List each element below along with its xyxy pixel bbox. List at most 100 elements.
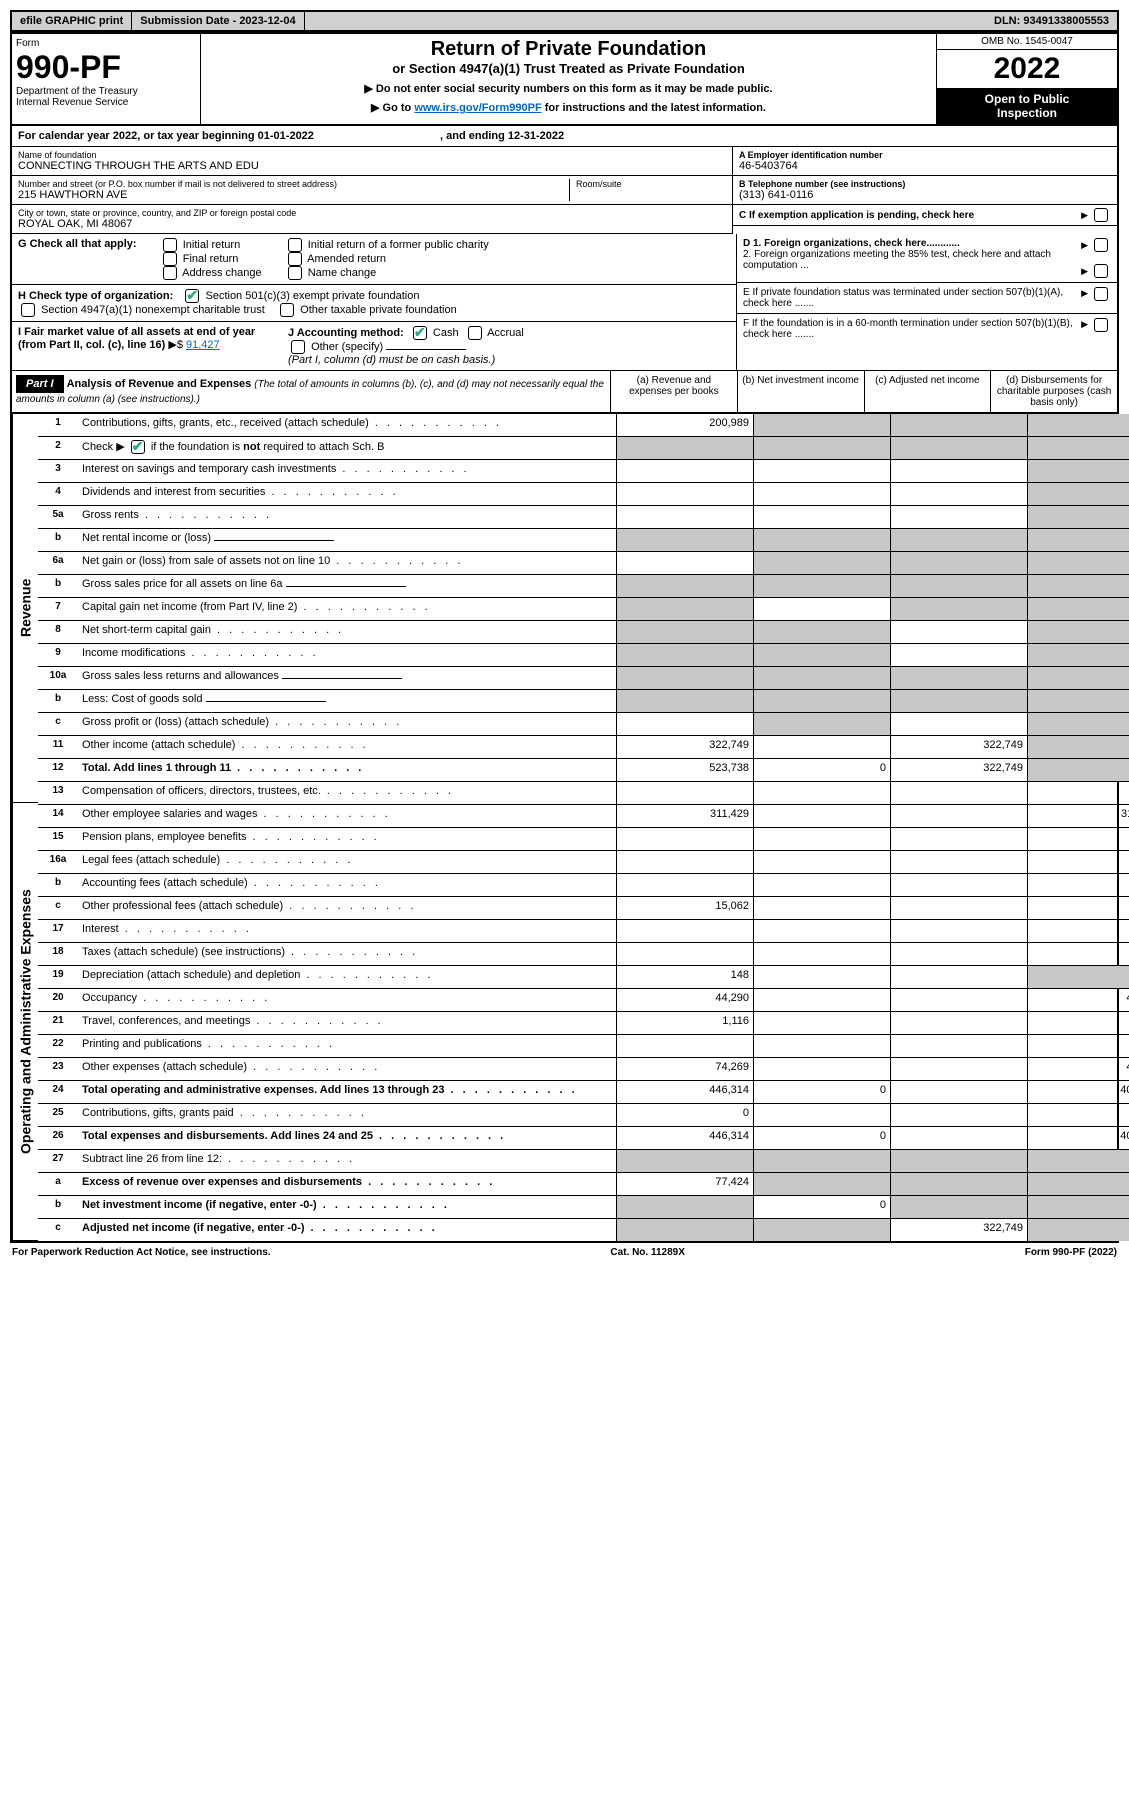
c-checkbox[interactable]: [1094, 208, 1108, 222]
page-footer: For Paperwork Reduction Act Notice, see …: [10, 1243, 1119, 1262]
value-cell: 0: [616, 1104, 753, 1126]
row-desc: Other income (attach schedule): [78, 736, 616, 758]
table-row: 19Depreciation (attach schedule) and dep…: [38, 966, 1129, 989]
value-cell: [616, 1219, 753, 1241]
f-label: F If the foundation is in a 60-month ter…: [743, 318, 1081, 340]
table-row: 24Total operating and administrative exp…: [38, 1081, 1129, 1104]
g-amended[interactable]: [288, 252, 302, 266]
value-cell: [890, 966, 1027, 988]
dln: DLN: 93491338005553: [986, 12, 1117, 30]
value-cell: [890, 782, 1027, 804]
table-row: 18Taxes (attach schedule) (see instructi…: [38, 943, 1129, 966]
row-desc: Check ▶ if the foundation is not require…: [78, 437, 616, 459]
revenue-label: Revenue: [12, 414, 38, 803]
row-desc: Other employee salaries and wages: [78, 805, 616, 827]
row-desc: Occupancy: [78, 989, 616, 1011]
row-number: 4: [38, 483, 78, 505]
value-cell: [890, 943, 1027, 965]
row-number: c: [38, 897, 78, 919]
value-cell: 322,749: [890, 736, 1027, 758]
e-checkbox[interactable]: [1094, 287, 1108, 301]
value-cell: [616, 828, 753, 850]
value-cell: [753, 667, 890, 689]
calendar-year-row: For calendar year 2022, or tax year begi…: [10, 126, 1119, 147]
value-cell: [890, 1081, 1027, 1103]
value-cell: 47,767: [1027, 1058, 1129, 1080]
value-cell: [1027, 690, 1129, 712]
value-cell: [616, 713, 753, 735]
open-public: Open to PublicInspection: [937, 88, 1117, 124]
j-cash[interactable]: [413, 326, 427, 340]
row-number: c: [38, 713, 78, 735]
value-cell: [1027, 667, 1129, 689]
value-cell: 42,075: [1027, 989, 1129, 1011]
row-desc: Dividends and interest from securities: [78, 483, 616, 505]
h-501c3[interactable]: [185, 289, 199, 303]
g-initial-public[interactable]: [288, 238, 302, 252]
g-row: G Check all that apply: Initial return F…: [12, 234, 736, 285]
row-number: 11: [38, 736, 78, 758]
value-cell: [890, 828, 1027, 850]
value-cell: [890, 920, 1027, 942]
row-desc: Travel, conferences, and meetings: [78, 1012, 616, 1034]
value-cell: 148: [616, 966, 753, 988]
value-cell: 402,164: [1027, 1081, 1129, 1103]
footer-right: Form 990-PF (2022): [1025, 1247, 1117, 1258]
value-cell: 311,429: [616, 805, 753, 827]
g-address[interactable]: [163, 266, 177, 280]
value-cell: [753, 1150, 890, 1172]
row-number: b: [38, 874, 78, 896]
d2-checkbox[interactable]: [1094, 264, 1108, 278]
value-cell: [890, 414, 1027, 436]
row-desc: Gross sales less returns and allowances: [78, 667, 616, 689]
value-cell: [753, 644, 890, 666]
row-desc: Printing and publications: [78, 1035, 616, 1057]
g-initial[interactable]: [163, 238, 177, 252]
form-subtitle: or Section 4947(a)(1) Trust Treated as P…: [211, 61, 926, 76]
value-cell: [616, 575, 753, 597]
value-cell: [1027, 920, 1129, 942]
value-cell: [753, 1173, 890, 1195]
fmv-link[interactable]: 91,427: [186, 339, 220, 351]
addr: 215 HAWTHORN AVE: [18, 189, 569, 201]
value-cell: [753, 621, 890, 643]
g-final[interactable]: [163, 252, 177, 266]
value-cell: [753, 506, 890, 528]
d1-checkbox[interactable]: [1094, 238, 1108, 252]
city: ROYAL OAK, MI 48067: [18, 218, 726, 230]
row-desc: Income modifications: [78, 644, 616, 666]
row-desc: Less: Cost of goods sold: [78, 690, 616, 712]
row-desc: Contributions, gifts, grants paid: [78, 1104, 616, 1126]
d1: D 1. Foreign organizations, check here..…: [743, 238, 1081, 278]
value-cell: [753, 483, 890, 505]
h-4947[interactable]: [21, 303, 35, 317]
value-cell: [1027, 966, 1129, 988]
value-cell: 0: [1027, 1104, 1129, 1126]
value-cell: [1027, 598, 1129, 620]
value-cell: [616, 920, 753, 942]
value-cell: 0: [753, 1081, 890, 1103]
form-link[interactable]: www.irs.gov/Form990PF: [414, 102, 541, 114]
value-cell: 74,269: [616, 1058, 753, 1080]
main-table: Revenue Operating and Administrative Exp…: [10, 414, 1119, 1243]
value-cell: [1027, 897, 1129, 919]
room-label: Room/suite: [576, 179, 726, 189]
g-name[interactable]: [288, 266, 302, 280]
value-cell: [890, 621, 1027, 643]
value-cell: [753, 1104, 890, 1126]
e-label: E If private foundation status was termi…: [743, 287, 1081, 309]
row-number: 12: [38, 759, 78, 781]
row-desc: Contributions, gifts, grants, etc., rece…: [78, 414, 616, 436]
j-accrual[interactable]: [468, 326, 482, 340]
value-cell: [1027, 575, 1129, 597]
f-checkbox[interactable]: [1094, 318, 1108, 332]
row-number: 7: [38, 598, 78, 620]
form-number: 990-PF: [16, 49, 196, 86]
value-cell: [890, 552, 1027, 574]
foundation-name: CONNECTING THROUGH THE ARTS AND EDU: [18, 160, 726, 172]
h-other[interactable]: [280, 303, 294, 317]
col-b-header: (b) Net investment income: [738, 371, 865, 412]
row-number: 16a: [38, 851, 78, 873]
j-other[interactable]: [291, 340, 305, 354]
value-cell: [753, 529, 890, 551]
